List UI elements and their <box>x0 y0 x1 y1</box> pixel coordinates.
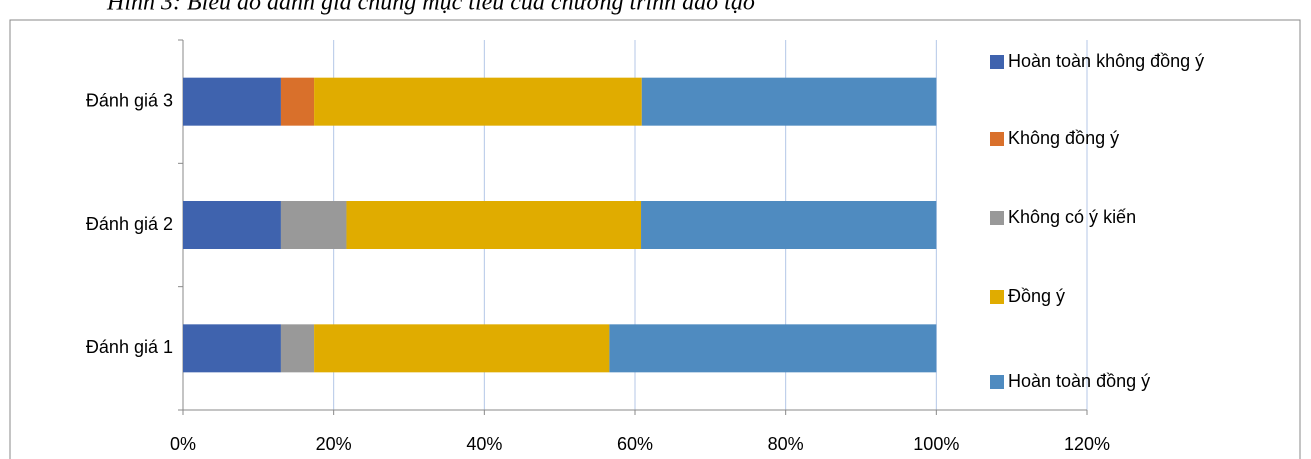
bar-segment <box>280 77 315 126</box>
legend-swatch <box>990 375 1004 389</box>
bar-segment <box>183 324 281 373</box>
x-tick-label: 40% <box>466 434 502 454</box>
x-tick-label: 20% <box>316 434 352 454</box>
x-tick-label: 120% <box>1064 434 1110 454</box>
legend-swatch <box>990 132 1004 146</box>
bar-segment <box>280 201 347 249</box>
bar-segment <box>183 201 281 249</box>
legend-swatch <box>990 290 1004 304</box>
legend-swatch <box>990 211 1004 225</box>
bar-segment <box>314 77 642 126</box>
bar-segment <box>641 201 937 249</box>
legend-swatch <box>990 55 1004 69</box>
x-tick-label: 0% <box>170 434 196 454</box>
y-tick-label: Đánh giá 2 <box>86 214 173 234</box>
title-band <box>0 0 1311 14</box>
legend-label: Không có ý kiến <box>1008 207 1136 227</box>
x-tick-label: 80% <box>768 434 804 454</box>
legend-label: Không đồng ý <box>1008 128 1119 148</box>
bar-segment <box>641 77 937 126</box>
legend-label: Hoàn toàn đồng ý <box>1008 371 1150 391</box>
x-tick-label: 100% <box>913 434 959 454</box>
bar-segment <box>314 324 610 373</box>
bar-segment <box>183 77 281 126</box>
y-tick-label: Đánh giá 3 <box>86 90 173 110</box>
x-tick-label: 60% <box>617 434 653 454</box>
chart-title: Hình 3: Biểu đồ đánh giá chung mục tiêu … <box>106 0 755 16</box>
bar-segment <box>346 201 642 249</box>
bar-segment <box>280 324 315 373</box>
legend-label: Đồng ý <box>1008 286 1065 306</box>
y-tick-label: Đánh giá 1 <box>86 337 173 357</box>
legend-label: Hoàn toàn không đồng ý <box>1008 51 1204 71</box>
bar-segment <box>609 324 937 373</box>
